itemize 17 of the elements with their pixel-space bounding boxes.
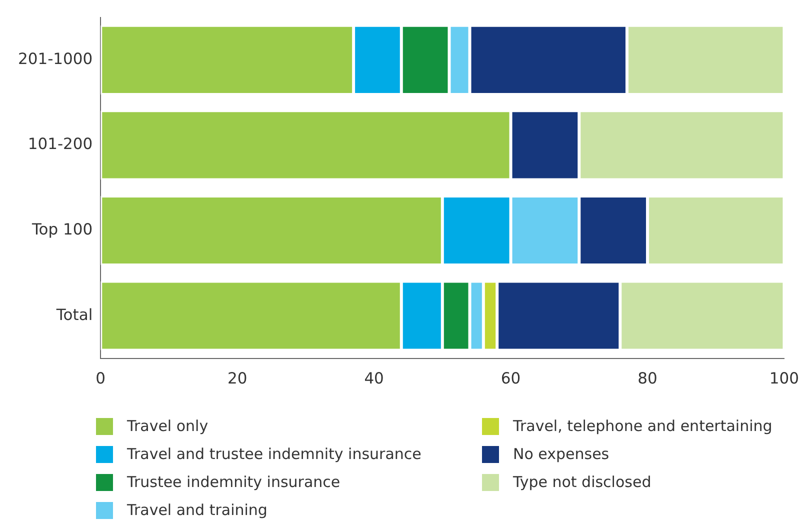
x-tick-label: 20	[227, 370, 248, 388]
x-tick-label: 80	[638, 370, 658, 388]
y-tick-label: 101-200	[28, 135, 93, 154]
legend-label: Travel and training	[127, 501, 268, 519]
x-tick-label: 0	[96, 370, 106, 388]
y-tick-label: Total	[55, 306, 93, 324]
x-tick-label: 60	[500, 370, 521, 388]
x-tick-label: 100	[769, 370, 800, 388]
legend-label: Travel and trustee indemnity insurance	[127, 445, 422, 463]
x-tick-label: 40	[364, 370, 384, 388]
y-tick-label: Top 100	[30, 220, 93, 239]
legend-label: Trustee indemnity insurance	[127, 473, 340, 491]
legend-label: Travel, telephone and entertaining	[513, 417, 772, 435]
legend-label: No expenses	[513, 445, 610, 463]
legend-label: Type not disclosed	[513, 473, 652, 491]
legend-label: Travel only	[127, 417, 208, 435]
y-tick-label: 201-1000	[18, 50, 93, 68]
